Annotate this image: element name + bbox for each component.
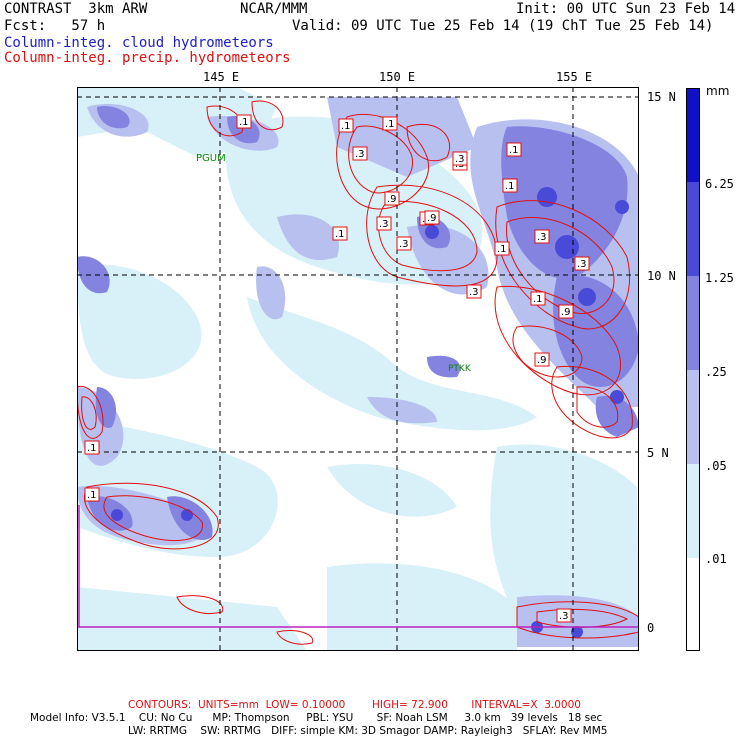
- colorbar-label-0.01: .01: [705, 552, 727, 566]
- model-title: CONTRAST 3km ARW: [4, 1, 148, 17]
- colorbar-label-6.25: 6.25: [705, 177, 734, 191]
- svg-text:.1: .1: [533, 294, 543, 305]
- svg-text:.1: .1: [509, 145, 519, 156]
- svg-text:.3: .3: [399, 239, 409, 250]
- colorbar-swatch: [686, 88, 700, 182]
- svg-text:.1: .1: [385, 119, 395, 130]
- forecast-hour: Fcst: 57 h: [4, 18, 106, 34]
- svg-text:.1: .1: [87, 490, 97, 501]
- contour-label: .3: [452, 151, 468, 166]
- contour-label: .3: [352, 146, 368, 161]
- colorbar-swatch: [686, 464, 700, 558]
- colorbar-label-0.05: .05: [705, 459, 727, 473]
- svg-text:.9: .9: [427, 213, 437, 224]
- lat-label-10n: 10 N: [647, 269, 676, 283]
- station-pgum: PGUM: [196, 153, 226, 164]
- svg-text:.1: .1: [335, 229, 345, 240]
- svg-text:.3: .3: [537, 232, 547, 243]
- lat-label-5n: 5 N: [647, 446, 669, 460]
- model-info: Model Info: V3.5.1 CU: No Cu MP: Thompso…: [30, 712, 603, 724]
- map-grid: [77, 87, 639, 651]
- contour-label: .1: [338, 118, 354, 133]
- model-info-physics: LW: RRTMG SW: RRTMG DIFF: simple KM: 3D …: [128, 725, 608, 737]
- svg-text:.3: .3: [559, 611, 569, 622]
- contour-label: .1: [84, 440, 100, 455]
- map-panel: .1 .1 .1 .3 .3 .9 .1 .3 .9 .3 .1 .3 .1 .…: [77, 87, 639, 651]
- contour-label: .1: [502, 178, 518, 193]
- colorbar-swatch: [686, 182, 700, 276]
- contour-label: .9: [424, 210, 440, 225]
- init-time: Init: 00 UTC Sun 23 Feb 14: [516, 1, 736, 17]
- contour-label: .3: [466, 284, 482, 299]
- cloud-field-dense: [77, 106, 639, 541]
- map-frame: [77, 87, 639, 651]
- colorbar-swatch: [686, 276, 700, 370]
- contour-label: .1: [84, 487, 100, 502]
- svg-text:.3: .3: [577, 259, 587, 270]
- precip-field-label: Column-integ. precip. hydrometeors: [4, 50, 291, 66]
- contour-label: .3: [574, 256, 590, 271]
- contour-info: CONTOURS: UNITS=mm LOW= 0.10000 HIGH= 72…: [128, 699, 581, 711]
- contour-label: .1: [506, 142, 522, 157]
- valid-time: Valid: 09 UTC Tue 25 Feb 14 (19 ChT Tue …: [292, 18, 714, 34]
- svg-text:.3: .3: [379, 219, 389, 230]
- lon-label-145e: 145 E: [203, 70, 240, 84]
- contour-label: .3: [556, 608, 572, 623]
- colorbar-swatch: [686, 558, 700, 651]
- colorbar-label-0.25: .25: [705, 365, 727, 379]
- cloud-field-label: Column-integ. cloud hydrometeors: [4, 35, 274, 51]
- svg-text:.1: .1: [505, 181, 515, 192]
- contour-label: .1: [494, 241, 510, 256]
- lat-label-15n: 15 N: [647, 90, 676, 104]
- contour-label: .9: [384, 191, 400, 206]
- colorbar-label-1.25: 1.25: [705, 271, 734, 285]
- lat-label-0: 0: [647, 621, 655, 635]
- contour-label: .1: [332, 226, 348, 241]
- contour-label: .1: [382, 116, 398, 131]
- contour-label: .9: [558, 304, 574, 319]
- svg-text:.1: .1: [497, 244, 507, 255]
- svg-text:.1: .1: [87, 443, 97, 454]
- colorbar-unit: mm: [706, 84, 730, 98]
- colorbar-swatch: [686, 370, 700, 464]
- station-ptkk: PTKK: [448, 364, 472, 374]
- svg-text:.3: .3: [455, 154, 465, 165]
- center-label: NCAR/MMM: [240, 1, 308, 17]
- contour-label: .3: [376, 216, 392, 231]
- svg-text:.9: .9: [561, 307, 571, 318]
- svg-text:.1: .1: [239, 117, 249, 128]
- precip-contours: [77, 100, 639, 645]
- svg-text:.9: .9: [387, 194, 397, 205]
- contour-label: .9: [534, 352, 550, 367]
- contour-label-layer: .1 .1 .1 .3 .3 .9 .1 .3 .9 .3 .1 .3 .1 .…: [84, 114, 590, 623]
- colorbar: [686, 88, 700, 651]
- lon-label-150e: 150 E: [379, 70, 416, 84]
- svg-text:.3: .3: [355, 149, 365, 160]
- svg-text:.9: .9: [537, 355, 547, 366]
- contour-label: .3: [396, 236, 412, 251]
- svg-text:.1: .1: [341, 121, 351, 132]
- contour-label: .1: [236, 114, 252, 129]
- contour-label: .3: [534, 229, 550, 244]
- contour-label: .1: [530, 291, 546, 306]
- svg-text:.3: .3: [469, 287, 479, 298]
- lon-label-155e: 155 E: [556, 70, 593, 84]
